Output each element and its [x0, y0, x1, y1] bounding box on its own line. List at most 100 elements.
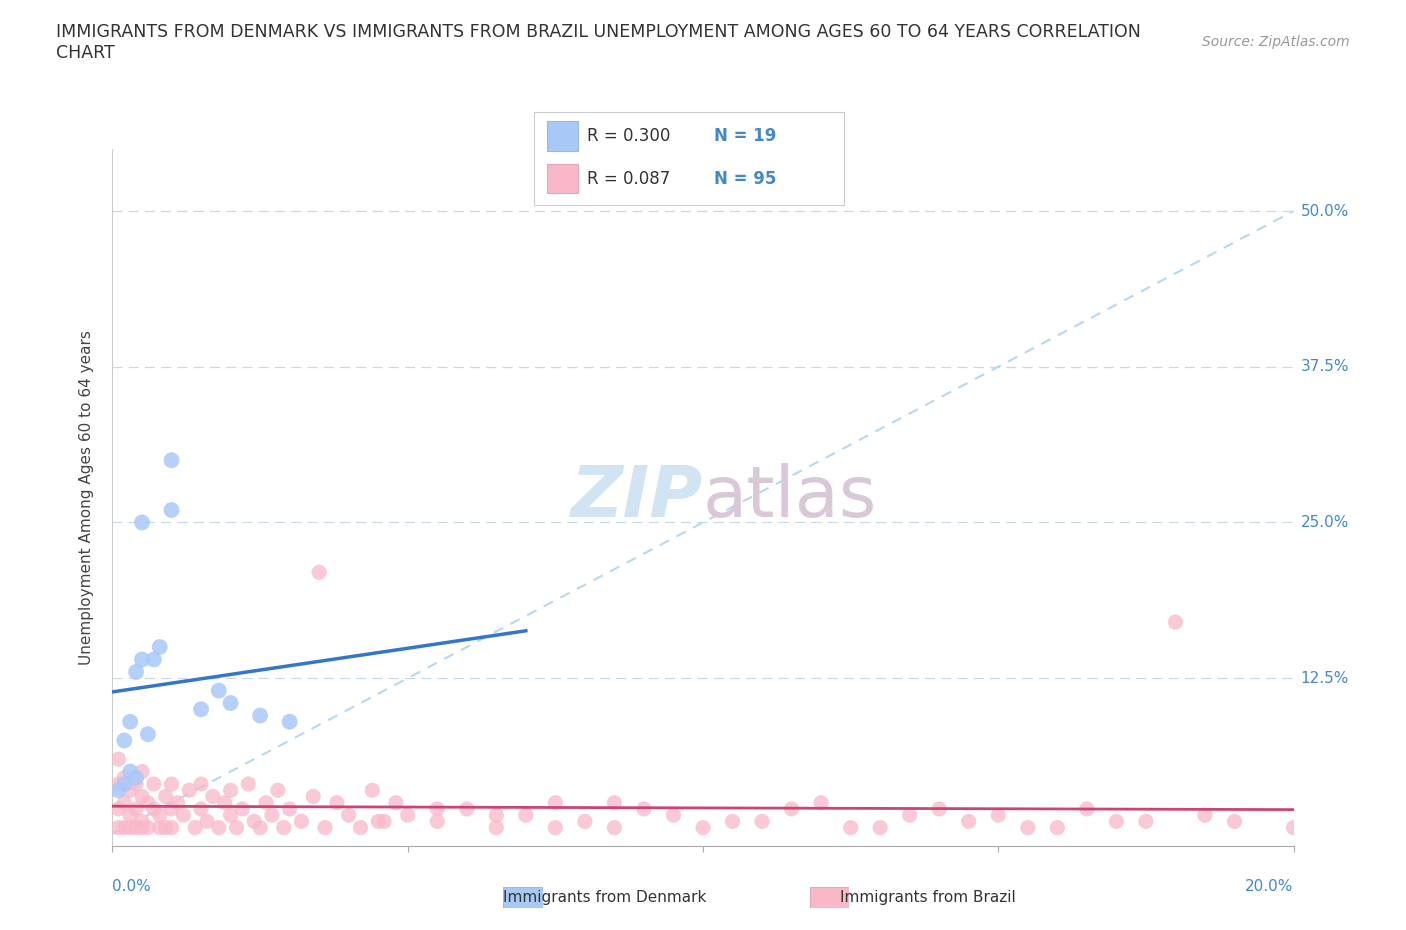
Text: R = 0.300: R = 0.300 [586, 126, 671, 145]
Point [125, 820, 148, 835]
Point [574, 814, 596, 829]
Point [603, 795, 626, 810]
Text: R = 0.087: R = 0.087 [586, 169, 671, 188]
Point [337, 808, 360, 823]
Text: 12.5%: 12.5% [1301, 671, 1348, 685]
Point [149, 820, 172, 835]
Point [155, 820, 177, 835]
Point [131, 764, 153, 779]
Point [208, 684, 231, 698]
Point [120, 714, 142, 729]
Point [1223, 814, 1246, 829]
Point [928, 802, 950, 817]
Point [131, 789, 153, 804]
Point [112, 733, 135, 748]
Point [260, 808, 283, 823]
Point [1046, 820, 1069, 835]
Point [249, 820, 271, 835]
Point [721, 814, 744, 829]
Point [160, 502, 183, 517]
Point [278, 802, 301, 817]
Point [957, 814, 980, 829]
Point [160, 802, 183, 817]
Point [278, 714, 301, 729]
FancyBboxPatch shape [547, 121, 578, 151]
Point [515, 808, 537, 823]
Point [160, 777, 183, 791]
Point [290, 814, 312, 829]
Point [149, 640, 172, 655]
Point [373, 814, 395, 829]
Point [219, 808, 242, 823]
Point [120, 820, 142, 835]
Point [107, 751, 129, 766]
Point [120, 764, 142, 779]
Point [898, 808, 921, 823]
Point [107, 820, 129, 835]
Point [142, 652, 165, 667]
Point [225, 820, 247, 835]
Point [485, 808, 508, 823]
Point [692, 820, 714, 835]
Point [160, 820, 183, 835]
Point [254, 795, 277, 810]
Text: 37.5%: 37.5% [1301, 359, 1348, 374]
Point [190, 802, 212, 817]
Point [131, 515, 153, 530]
Point [1017, 820, 1039, 835]
Point [1194, 808, 1216, 823]
Point [142, 777, 165, 791]
Point [231, 802, 253, 817]
Point [120, 808, 142, 823]
Point [544, 795, 567, 810]
Point [131, 820, 153, 835]
Point [426, 802, 449, 817]
Point [1076, 802, 1098, 817]
Point [136, 726, 159, 741]
Text: Immigrants from Brazil: Immigrants from Brazil [841, 890, 1015, 905]
Point [184, 820, 207, 835]
Point [166, 795, 188, 810]
Point [131, 814, 153, 829]
Point [869, 820, 891, 835]
Point [172, 808, 194, 823]
Text: atlas: atlas [703, 463, 877, 532]
Point [426, 814, 449, 829]
Text: Source: ZipAtlas.com: Source: ZipAtlas.com [1202, 35, 1350, 49]
Point [249, 708, 271, 723]
Point [349, 820, 371, 835]
Point [662, 808, 685, 823]
Point [219, 696, 242, 711]
Point [131, 652, 153, 667]
Point [107, 777, 129, 791]
Point [112, 820, 135, 835]
Point [179, 783, 201, 798]
Point [1164, 615, 1187, 630]
Point [142, 802, 165, 817]
Point [160, 453, 183, 468]
Point [190, 777, 212, 791]
Point [214, 795, 236, 810]
Point [361, 783, 384, 798]
Point [125, 665, 148, 680]
Point [308, 565, 330, 579]
Point [219, 783, 242, 798]
Point [125, 770, 148, 785]
Point [201, 789, 224, 804]
Text: N = 95: N = 95 [714, 169, 776, 188]
Point [603, 820, 626, 835]
Point [243, 814, 266, 829]
Point [195, 814, 218, 829]
Point [326, 795, 349, 810]
Text: Immigrants from Denmark: Immigrants from Denmark [503, 890, 706, 905]
Point [136, 795, 159, 810]
Point [112, 795, 135, 810]
Point [125, 777, 148, 791]
Point [107, 783, 129, 798]
Point [190, 702, 212, 717]
Point [1282, 820, 1305, 835]
Point [155, 789, 177, 804]
Point [112, 770, 135, 785]
Point [107, 802, 129, 817]
Point [112, 777, 135, 791]
